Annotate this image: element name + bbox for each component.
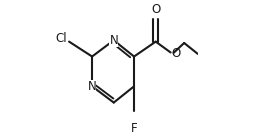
Text: F: F [131, 121, 137, 135]
Text: N: N [88, 80, 96, 93]
Text: Cl: Cl [55, 32, 67, 45]
Text: O: O [171, 47, 180, 60]
Text: O: O [151, 3, 160, 16]
Text: N: N [109, 34, 118, 47]
